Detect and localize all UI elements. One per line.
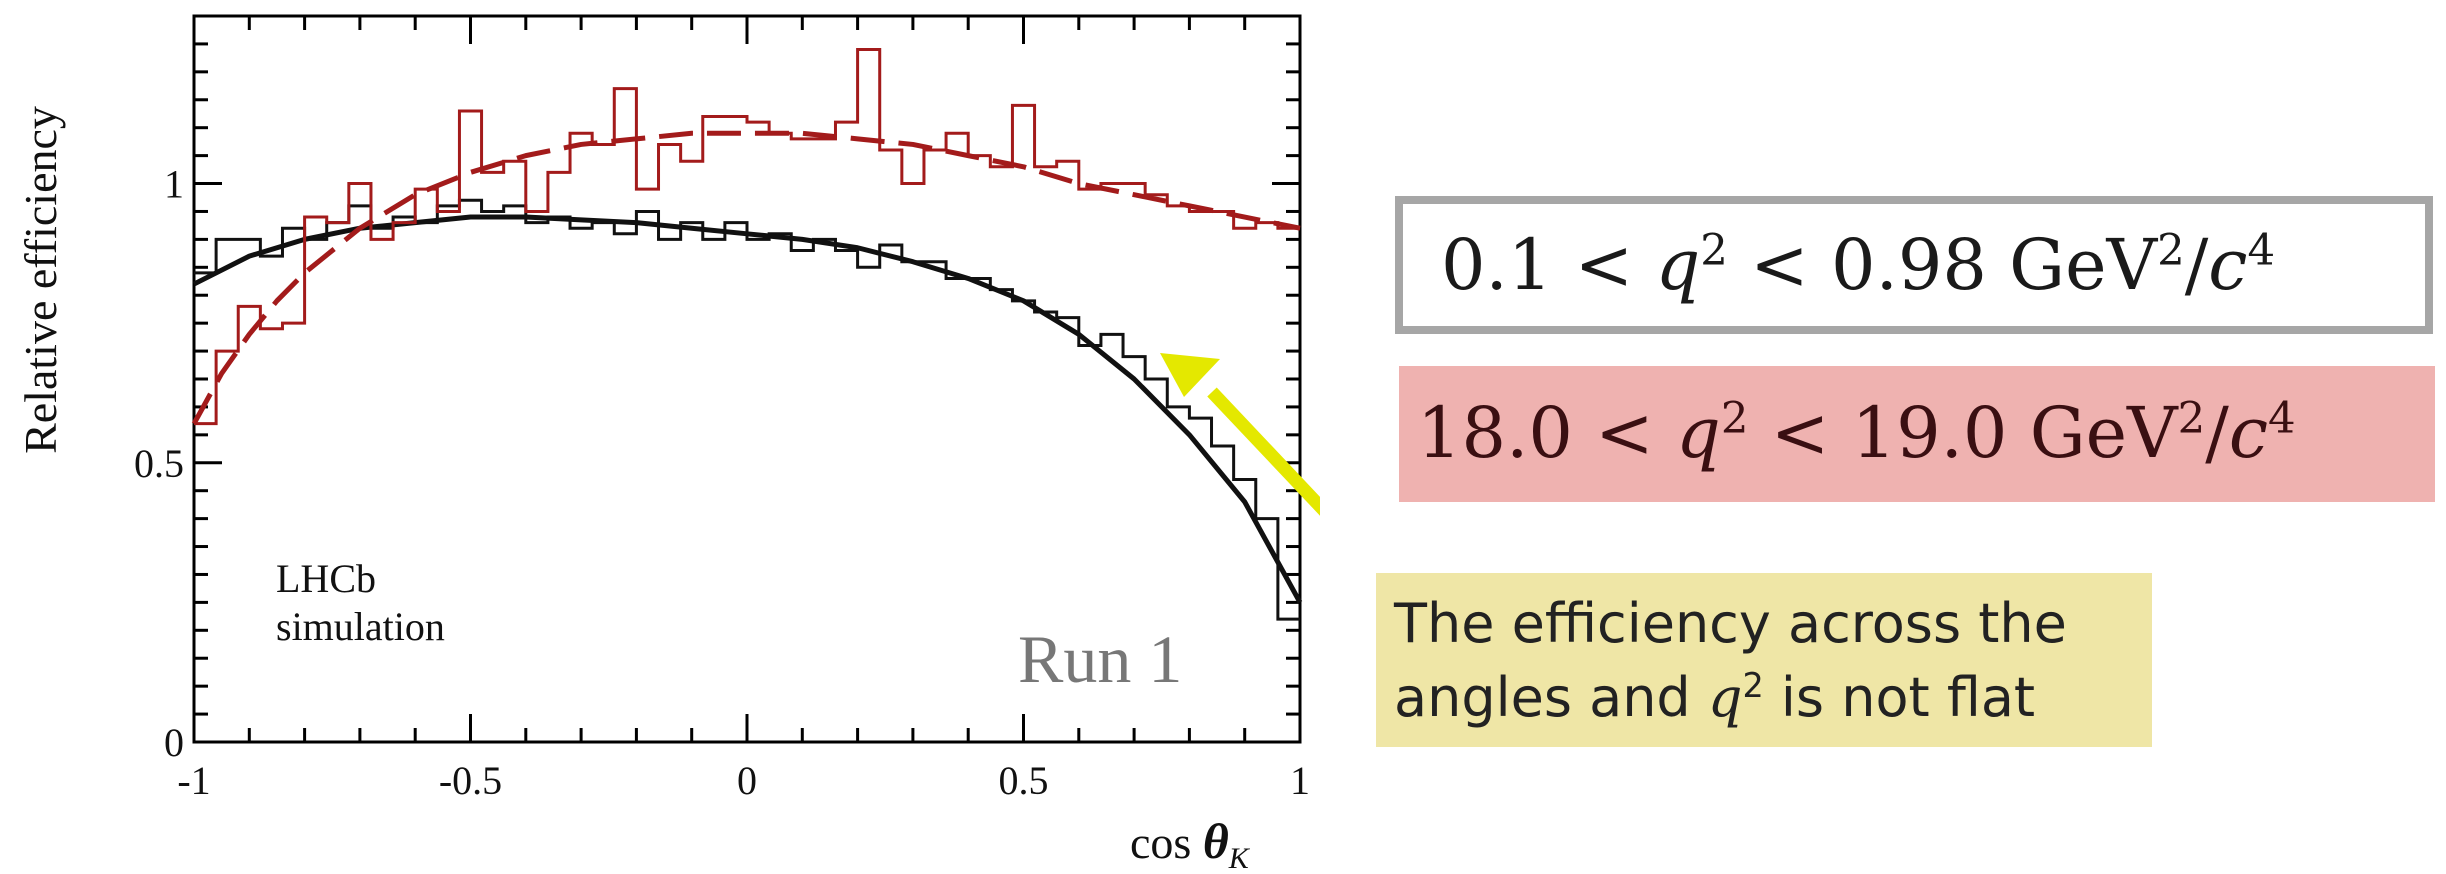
efficiency-chart: -1 -0.5 0 0.5 1 0 0.5 1 Relative efficiency cos…	[15, 14, 1320, 874]
axis-tick-labels: -1 -0.5 0 0.5 1 0 0.5 1	[134, 162, 1310, 803]
x-tick-label: 0	[737, 758, 757, 803]
x-axis-label-text: cos	[1130, 817, 1203, 868]
simulation-label: simulation	[276, 604, 445, 649]
x-tick-label: -1	[177, 758, 210, 803]
x-tick-label: 1	[1290, 758, 1310, 803]
arrow-head	[1160, 353, 1220, 397]
series-layer	[191, 48, 1303, 621]
note-line-1: The efficiency across the	[1394, 592, 2067, 655]
x-axis-label-subscript: K	[1228, 842, 1251, 874]
series-0-fit-curve	[192, 214, 1303, 604]
x-tick-label: 0.5	[999, 758, 1049, 803]
legend-box-low-q2: 0.1 < q2 < 0.98 GeV2/c4	[1395, 196, 2433, 334]
y-axis-label: Relative efficiency	[15, 106, 66, 454]
lhcb-label: LHCb	[276, 556, 376, 601]
series-1-fit-curve	[191, 130, 1301, 425]
y-tick-label: 0	[164, 720, 184, 765]
axis-ticks	[192, 14, 1302, 744]
x-axis-label: cos θK	[1130, 813, 1251, 874]
arrow-shaft	[1207, 387, 1320, 516]
run-label: Run 1	[1018, 621, 1182, 697]
x-tick-label: -0.5	[439, 758, 502, 803]
y-tick-label: 1	[164, 162, 184, 207]
y-tick-label: 0.5	[134, 441, 184, 486]
x-axis-label-theta: θ	[1203, 813, 1229, 869]
pointer-arrow	[1160, 353, 1320, 516]
annotation-note: The efficiency across the angles and q2 …	[1376, 573, 2152, 747]
note-line-2: angles and q2 is not flat	[1394, 666, 2036, 729]
legend-box-high-q2: 18.0 < q2 < 19.0 GeV2/c4	[1399, 366, 2435, 502]
